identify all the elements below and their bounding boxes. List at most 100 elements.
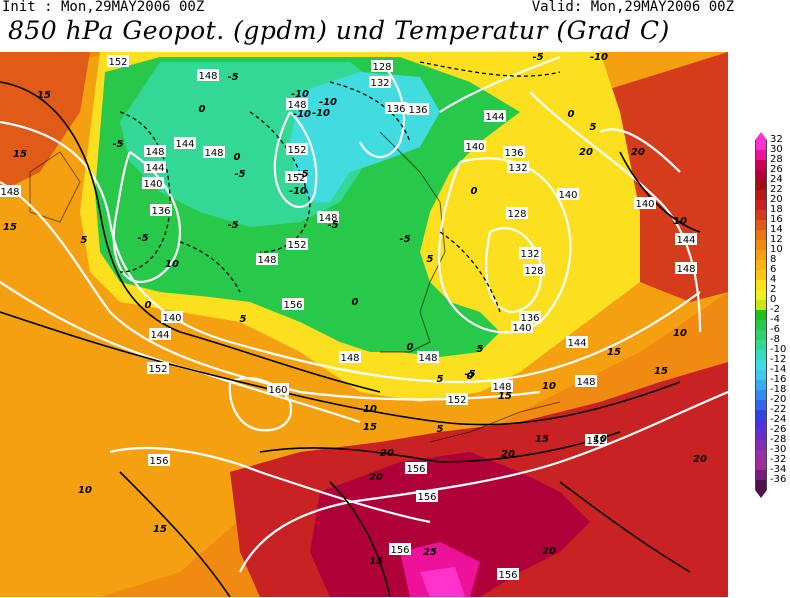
height-contour-label: 156: [416, 490, 438, 503]
scale-swatch: [755, 380, 767, 390]
height-contour-label: 148: [675, 262, 697, 275]
coastline: [379, 131, 446, 353]
scale-label: 22: [770, 184, 783, 195]
temperature-contour-label: 10: [593, 434, 607, 445]
temperature-contour-label: -10: [291, 89, 309, 100]
scale-label: -8: [770, 334, 780, 345]
svg-text:152: 152: [586, 436, 605, 447]
scale-label: 32: [770, 134, 783, 145]
scale-swatch: [755, 400, 767, 410]
init-time-label: Init : Mon,29MAY2006 00Z: [2, 0, 205, 15]
scale-label: -34: [770, 464, 787, 475]
height-contour-label: 152: [585, 434, 607, 447]
temperature-contour-label: 20: [579, 147, 593, 158]
svg-text:152: 152: [287, 145, 306, 156]
temperature-contour-label: 15: [363, 422, 377, 433]
scale-swatch: [755, 300, 767, 310]
temperature-contour-label: 15: [535, 434, 549, 445]
height-contour-label: 152: [286, 143, 308, 156]
scale-label: -6: [770, 324, 780, 335]
svg-text:160: 160: [268, 385, 287, 396]
temperature-contour-label: 0: [568, 109, 575, 120]
height-contour-label: 156: [405, 462, 427, 475]
height-contour-label: 160: [267, 383, 289, 396]
svg-text:136: 136: [386, 104, 405, 115]
scale-swatch: [755, 290, 767, 300]
temperature-contour-label: 0: [199, 104, 206, 115]
temperature-contour-label: 0: [467, 371, 474, 382]
temperature-contour-label: 20: [369, 472, 383, 483]
height-contour-label: 156: [148, 454, 170, 467]
height-contour-label: 128: [506, 207, 528, 220]
temperature-contour-label: 10: [78, 485, 92, 496]
scale-label: -10: [770, 344, 787, 355]
height-contour-label: 136: [503, 146, 525, 159]
height-contour-label: 152: [446, 393, 468, 406]
temperature-contour-label: -5: [464, 369, 475, 380]
temperature-contour-label: 5: [477, 344, 484, 355]
height-contour-label: 148: [197, 69, 219, 82]
svg-text:140: 140: [512, 323, 531, 334]
scale-swatch: [755, 450, 767, 460]
temperature-contour-label: 15: [3, 222, 17, 233]
svg-text:128: 128: [524, 266, 543, 277]
height-contour-label: 148: [203, 146, 225, 159]
svg-text:148: 148: [340, 353, 359, 364]
height-contour-label: 148: [286, 98, 308, 111]
scale-label: -2: [770, 304, 780, 315]
height-contour-label: 148: [144, 145, 166, 158]
temperature-field-west: [0, 52, 90, 192]
scale-label: 28: [770, 154, 783, 165]
height-contour-label: 156: [497, 568, 519, 581]
scale-swatch: [755, 250, 767, 260]
scale-swatch: [755, 410, 767, 420]
scale-label: 24: [770, 174, 783, 185]
scale-swatch: [755, 270, 767, 280]
svg-text:148: 148: [198, 71, 217, 82]
svg-text:144: 144: [485, 112, 504, 123]
temperature-contour-label: 5: [437, 424, 444, 435]
height-contour-label: 136: [519, 311, 541, 324]
scale-label: 14: [770, 224, 783, 235]
svg-text:144: 144: [150, 330, 169, 341]
height-contour-label: 132: [369, 76, 391, 89]
temperature-contour-label: 20: [501, 449, 515, 460]
height-contour-label: 148: [491, 380, 513, 393]
scale-swatch: [755, 220, 767, 230]
temperature-contour-label: 20: [542, 546, 556, 557]
temperature-contour-label: 15: [13, 149, 27, 160]
temperature-contour-label: -5: [532, 52, 543, 63]
scale-label: -32: [770, 454, 787, 465]
svg-text:144: 144: [145, 163, 164, 174]
height-contour-label: 152: [107, 55, 129, 68]
scale-swatch: [755, 200, 767, 210]
temperature-contour-label: -5: [137, 233, 148, 244]
scale-swatch: [755, 160, 767, 170]
scale-label: -30: [770, 444, 787, 455]
temperature-contour-label: 5: [437, 374, 444, 385]
scale-swatch: [755, 480, 767, 490]
temperature-contour-label: 5: [240, 314, 247, 325]
height-contour-label: 144: [174, 137, 196, 150]
scale-label: -28: [770, 434, 787, 445]
scale-label: 30: [770, 144, 783, 155]
temperature-contour-label: 15: [607, 347, 621, 358]
height-contour-label: 148: [417, 351, 439, 364]
svg-text:136: 136: [504, 148, 523, 159]
temperature-contour-label: -5: [399, 234, 410, 245]
scale-swatch: [755, 260, 767, 270]
temperature-contour-label: 15: [37, 90, 51, 101]
scale-label: -36: [770, 474, 787, 485]
svg-text:140: 140: [558, 190, 577, 201]
scale-min-arrow: [755, 490, 767, 498]
svg-text:156: 156: [417, 492, 436, 503]
temperature-contour-label: 15: [369, 556, 383, 567]
temperature-contour-label: 15: [654, 366, 668, 377]
svg-text:156: 156: [149, 456, 168, 467]
temperature-contour-label: 10: [673, 328, 687, 339]
temperature-contour-label: 0: [471, 186, 478, 197]
scale-label: -24: [770, 414, 787, 425]
temperature-contour-label: 10: [363, 404, 377, 415]
height-contour-label: 144: [484, 110, 506, 123]
scale-label: 4: [770, 274, 777, 285]
